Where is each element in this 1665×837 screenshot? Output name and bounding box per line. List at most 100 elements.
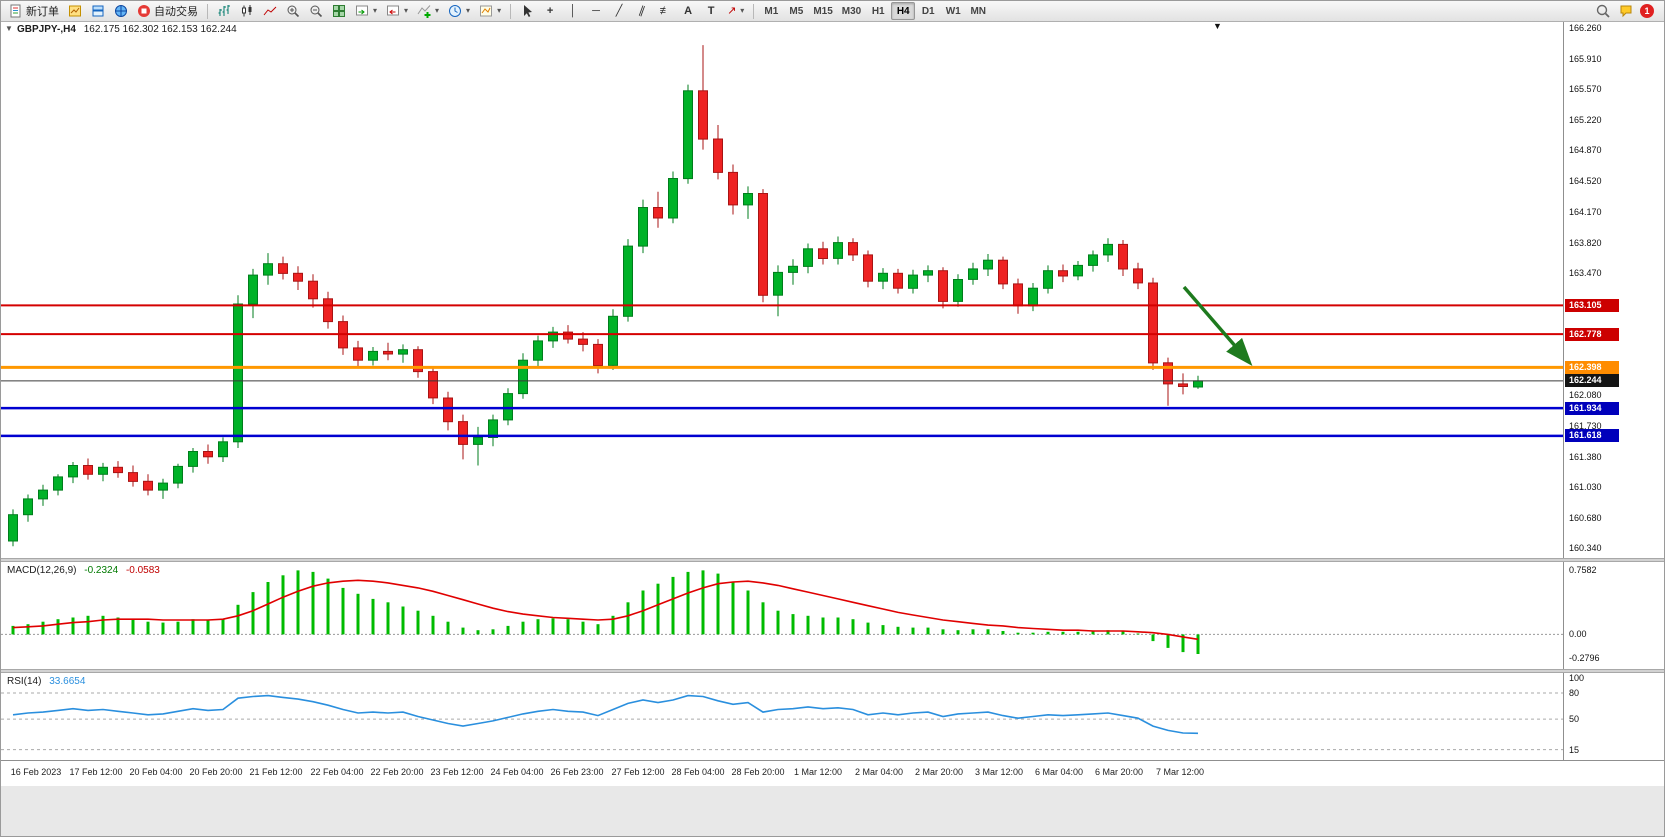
time-axis-label: 7 Mar 12:00 — [1155, 767, 1205, 777]
zoom-out-icon — [310, 5, 323, 18]
auto-trading-button[interactable]: 自动交易 — [133, 2, 202, 20]
clock-icon — [449, 5, 462, 17]
rsi-axis[interactable]: 100 80 50 15 — [1563, 673, 1664, 760]
rsi-axis-label: 100 — [1569, 673, 1585, 683]
time-axis-label: 20 Feb 04:00 — [129, 767, 183, 777]
channel-button[interactable]: ∥ — [631, 2, 653, 20]
macd-plot[interactable] — [1, 562, 1563, 669]
cursor-icon — [524, 5, 533, 17]
template-icon — [480, 5, 493, 17]
price-axis-badge: 161.618 — [1565, 429, 1619, 442]
line-chart-icon — [263, 6, 277, 16]
time-axis-label: 23 Feb 12:00 — [430, 767, 484, 777]
panel-splitter[interactable] — [1, 669, 1664, 673]
fibonacci-button[interactable]: ≢ — [654, 2, 676, 20]
print-button[interactable] — [87, 2, 109, 20]
price-axis-label: 164.520 — [1569, 176, 1602, 186]
macd-axis-label: 0.00 — [1569, 629, 1587, 639]
timeframe-button-mn[interactable]: MN — [966, 2, 990, 20]
bar-chart-button[interactable] — [213, 2, 235, 20]
cursor-button[interactable] — [516, 2, 538, 20]
macd-axis[interactable]: 0.7582 0.00 -0.2796 — [1563, 562, 1664, 669]
one-click-collapse-arrow-icon[interactable]: ▼ — [5, 24, 13, 33]
crosshair-icon: + — [546, 4, 554, 17]
dropdown-arrow-icon: ▾ — [466, 6, 471, 15]
community-button[interactable] — [1615, 2, 1637, 20]
price-chart-plot[interactable] — [1, 21, 1563, 559]
symbol-period-label: GBPJPY-,H4 — [17, 24, 76, 35]
dropdown-arrow-icon: ▾ — [435, 6, 440, 15]
rsi-plot[interactable] — [1, 673, 1563, 760]
timeframe-button-h4[interactable]: H4 — [891, 2, 916, 20]
search-button[interactable] — [1592, 2, 1614, 20]
price-axis-badge: 162.244 — [1565, 374, 1619, 387]
main-chart-panel: ▼ ▼ GBPJPY-,H4 162.175 162.302 162.153 1… — [1, 21, 1664, 559]
panel-splitter[interactable] — [1, 558, 1664, 562]
fibonacci-icon: ≢ — [659, 4, 671, 17]
price-axis-label: 166.260 — [1569, 23, 1602, 33]
time-axis[interactable]: 16 Feb 2023 17 Feb 12:00 20 Feb 04:00 20 Fe… — [1, 760, 1664, 786]
market-watch-button[interactable] — [64, 2, 86, 20]
line-chart-button[interactable] — [259, 2, 281, 20]
price-axis-badge: 161.934 — [1565, 402, 1619, 415]
print-icon — [92, 5, 104, 17]
notifications-badge[interactable]: 1 — [1640, 4, 1654, 18]
timeframe-button-d1[interactable]: D1 — [916, 2, 940, 20]
timeframe-button-m5[interactable]: M5 — [784, 2, 808, 20]
macd-label: MACD(12,26,9) -0.2324 -0.0583 — [7, 565, 160, 576]
toolbar-separator — [207, 3, 208, 19]
price-axis-badge: 163.105 — [1565, 299, 1619, 312]
ohlc-quote-label: 162.175 162.302 162.153 162.244 — [83, 24, 237, 35]
auto-scroll-button[interactable]: ▾ — [351, 2, 381, 20]
search-icon — [1596, 4, 1610, 18]
candlestick-chart-button[interactable] — [236, 2, 258, 20]
macd-axis-label: -0.2796 — [1569, 653, 1600, 663]
rsi-panel: RSI(14) 33.6654 100 80 50 15 — [1, 673, 1664, 760]
timeframe-group: M1 M5 M15 M30 H1 H4 D1 W1 MN — [759, 2, 990, 20]
timeframe-button-m15[interactable]: M15 — [809, 2, 836, 20]
price-axis-label: 163.470 — [1569, 268, 1602, 278]
vertical-line-button[interactable]: │ — [562, 2, 584, 20]
time-axis-label: 20 Feb 20:00 — [189, 767, 243, 777]
trendline-icon: ╱ — [615, 4, 623, 17]
macd-name: MACD(12,26,9) — [7, 565, 77, 576]
timeframe-button-m1[interactable]: M1 — [759, 2, 783, 20]
timeframe-button-w1[interactable]: W1 — [941, 2, 965, 20]
price-axis-label: 163.820 — [1569, 238, 1602, 248]
timeframe-button-m30[interactable]: M30 — [838, 2, 865, 20]
time-axis-label: 6 Mar 04:00 — [1034, 767, 1084, 777]
toolbar-separator — [753, 3, 755, 19]
zoom-in-button[interactable] — [282, 2, 304, 20]
web-button[interactable] — [110, 2, 132, 20]
price-axis[interactable]: 166.260 165.910 165.570 165.220 164.870 164.5… — [1563, 21, 1664, 559]
text-button[interactable]: A — [677, 2, 699, 20]
main-toolbar: 新订单 自动交易 — [1, 1, 1664, 22]
indicators-button[interactable]: ▾ — [413, 2, 443, 20]
new-order-button[interactable]: 新订单 — [5, 2, 63, 20]
macd-panel: MACD(12,26,9) -0.2324 -0.0583 0.7582 0.00… — [1, 562, 1664, 669]
templates-button[interactable]: ▾ — [475, 2, 505, 20]
horizontal-line-button[interactable]: ─ — [585, 2, 607, 20]
trendline-button[interactable]: ╱ — [608, 2, 630, 20]
macd-axis-label: 0.7582 — [1569, 565, 1597, 575]
chart-shift-button[interactable]: ▾ — [382, 2, 412, 20]
timeframe-button-h1[interactable]: H1 — [866, 2, 890, 20]
chart-shift-marker-icon: ▼ — [1213, 21, 1222, 31]
horizontal-line-icon: ─ — [592, 4, 600, 17]
crosshair-button[interactable]: + — [539, 2, 561, 20]
text-label-button[interactable]: T — [700, 2, 722, 20]
macd-main-value: -0.2324 — [84, 565, 119, 576]
arrows-button[interactable]: ↗ ▾ — [723, 2, 748, 20]
periods-button[interactable]: ▾ — [444, 2, 474, 20]
auto-scroll-icon — [356, 5, 368, 16]
rsi-axis-label: 80 — [1569, 688, 1580, 698]
time-axis-label: 3 Mar 12:00 — [974, 767, 1024, 777]
zoom-out-button[interactable] — [305, 2, 327, 20]
time-axis-label: 27 Feb 12:00 — [611, 767, 665, 777]
price-axis-label: 164.870 — [1569, 145, 1602, 155]
price-axis-label: 160.680 — [1569, 513, 1602, 523]
tile-windows-button[interactable] — [328, 2, 350, 20]
rsi-label: RSI(14) 33.6654 — [7, 676, 85, 687]
window-bottom-area — [1, 785, 1664, 836]
